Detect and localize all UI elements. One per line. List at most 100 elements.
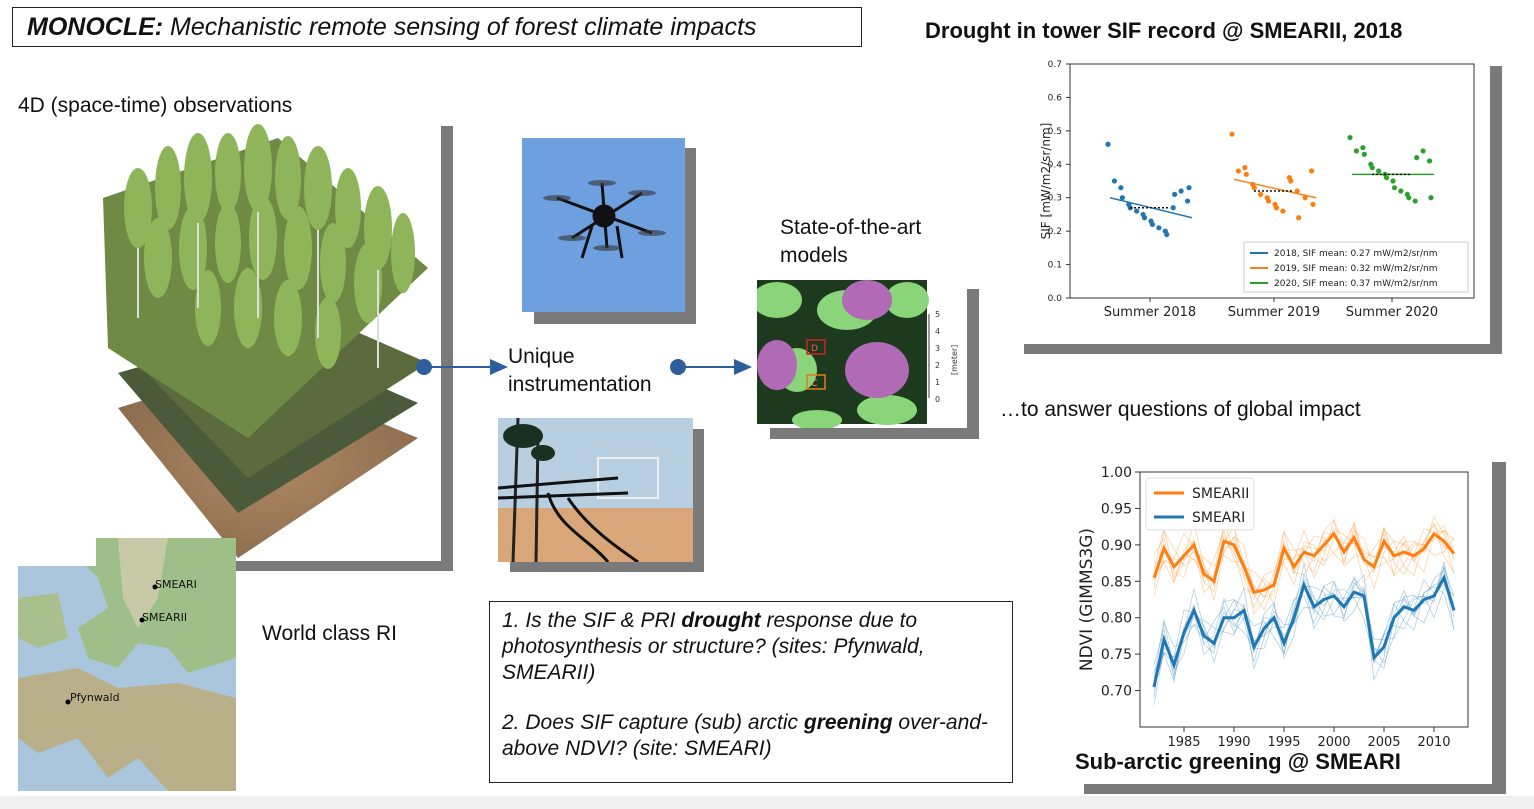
sif-point (1170, 205, 1176, 211)
ndvi-xtick-label: 2000 (1317, 735, 1350, 747)
sif-chart: 0.0 0.1 0.2 0.3 0.4 0.5 0.6 0.7 SIF [mW/m2/sr/nm… (1039, 60, 1475, 320)
sif-ytick-label: 0.2 (1048, 227, 1062, 237)
ndvi-ytick-label: 0.80 (1101, 611, 1132, 627)
sif-legend-box (1243, 241, 1469, 293)
sif-point (1353, 148, 1360, 154)
site-label-pfynwald: Pfynwald (70, 691, 120, 704)
ndvi-ytick-label: 0.75 (1101, 647, 1132, 663)
sif-legend-label: 2020, SIF mean: 0.37 mW/m2/sr/nm (1274, 279, 1437, 289)
sif-point (1172, 191, 1178, 197)
site-label-smeari: SMEARI (155, 578, 197, 591)
ndvi-series-line (1152, 531, 1456, 594)
title-rest: Mechanistic remote sensing of forest cli… (163, 13, 757, 41)
sif-point (1235, 168, 1242, 174)
sif-point (1302, 195, 1308, 201)
sif-point (1390, 178, 1396, 184)
ndvi-ensemble-line (1153, 569, 1455, 687)
sif-point (1229, 131, 1235, 137)
question-1: 1. Is the SIF & PRI drought response due… (502, 609, 925, 684)
sif-point (1242, 165, 1248, 171)
ndvi-ytick-label: 0.90 (1101, 538, 1132, 554)
sif-point (1360, 144, 1366, 151)
ndvi-ensemble-line (1153, 521, 1455, 598)
ndvi-ylabel: NDVI (GIMMS3G) (1077, 528, 1097, 671)
ndvi-ensemble-line (1153, 515, 1455, 598)
sif-legend-label: 2018, SIF mean: 0.27 mW/m2/sr/nm (1274, 249, 1437, 259)
sif-point (1414, 155, 1420, 161)
title-bold: MONOCLE: (27, 13, 164, 41)
sif-point (1376, 168, 1382, 174)
sif-point (1426, 158, 1433, 164)
ndvi-ytick-label: 0.95 (1101, 501, 1132, 517)
ndvi-ensemble-line (1153, 573, 1455, 679)
scale-tick-4: 4 (935, 327, 940, 336)
sif-point (1296, 215, 1302, 221)
sif-point (1369, 165, 1375, 171)
sif-ytick-label: 0.0 (1048, 294, 1063, 304)
sif-point (1398, 188, 1404, 194)
europe-map: SMEARI SMEARII Pfynwald (18, 538, 236, 791)
models-label-line1: State-of-the-art (780, 216, 922, 239)
sif-point (1280, 208, 1286, 214)
site-dot-pfynwald (65, 699, 71, 705)
ndvi-plot-frame (1139, 471, 1469, 728)
ndvi-ytick-label: 0.70 (1101, 684, 1132, 700)
sif-point (1412, 198, 1418, 204)
sif-point (1428, 195, 1434, 201)
sif-point (1156, 225, 1162, 231)
ndvi-xtick-label: 1985 (1167, 735, 1200, 747)
sif-point (1288, 178, 1294, 184)
ndvi-ensemble-line (1153, 577, 1455, 688)
sif-point (1184, 198, 1191, 204)
sif-point (1347, 134, 1353, 141)
ndvi-ensemble-line (1153, 581, 1455, 698)
instrumentation-label-line1: Unique (508, 345, 575, 368)
sif-point (1258, 191, 1264, 197)
sif-point (1141, 215, 1148, 221)
scale-tick-2: 2 (935, 361, 940, 370)
ndvi-legend-label: SMEARII (1192, 486, 1249, 502)
sif-point (1178, 188, 1184, 194)
sif-ytick-label: 0.3 (1048, 194, 1062, 204)
model-marker-d: D (811, 344, 818, 354)
ndvi-ensemble-line (1153, 518, 1455, 594)
instrumentation-label-line2: instrumentation (508, 373, 652, 396)
sif-xtick-label: Summer 2019 (1228, 305, 1320, 320)
tower-instrument-image (497, 417, 693, 564)
sif-point (1310, 201, 1316, 207)
sif-ylabel: SIF [mW/m2/sr/nm] (1039, 123, 1053, 240)
sif-ytick-label: 0.4 (1048, 160, 1063, 170)
ndvi-chart-title: Sub-arctic greening @ SMEARI (1075, 749, 1401, 774)
ndvi-chart: 0.70 0.75 0.80 0.85 0.90 0.95 1.00 1985 1990 1995… (1077, 465, 1469, 750)
ndvi-ytick-label: 1.00 (1101, 465, 1132, 481)
sif-point (1265, 198, 1272, 204)
scale-tick-5: 5 (935, 310, 940, 319)
footer-bar (0, 796, 1534, 809)
ndvi-ensemble-line (1153, 524, 1455, 609)
sif-point (1164, 231, 1170, 238)
sif-point (1251, 185, 1257, 191)
ndvi-legend-label: SMEARI (1192, 510, 1245, 526)
sif-legend-label: 2019, SIF mean: 0.32 mW/m2/sr/nm (1274, 264, 1437, 274)
sif-point (1111, 178, 1118, 184)
sif-point (1105, 141, 1111, 147)
sif-point (1243, 171, 1249, 177)
question-2: 2. Does SIF capture (sub) arctic greenin… (502, 711, 988, 760)
ndvi-chart-panel: 0.70 0.75 0.80 0.85 0.90 0.95 1.00 1985 1990 1995… (1070, 462, 1492, 784)
ndvi-ensemble-line (1153, 522, 1455, 616)
sif-xtick-label: Summer 2020 (1346, 305, 1438, 320)
sif-point (1118, 185, 1124, 191)
sif-point (1119, 195, 1125, 201)
sif-point (1149, 221, 1156, 228)
map-corner-mask (18, 538, 96, 566)
world-class-label: World class RI (262, 622, 397, 645)
sif-ytick-label: 0.7 (1048, 60, 1062, 70)
poster-title: MONOCLE: Mechanistic remote sensing of f… (12, 7, 862, 47)
scale-tick-0: 0 (935, 395, 940, 404)
sif-ytick-label: 0.1 (1048, 261, 1062, 271)
ndvi-series-line (1152, 573, 1456, 688)
models-label-line2: models (780, 244, 848, 267)
sif-point (1406, 195, 1412, 201)
global-impact-label: …to answer questions of global impact (1000, 398, 1361, 421)
site-dot-smearii (139, 617, 145, 623)
